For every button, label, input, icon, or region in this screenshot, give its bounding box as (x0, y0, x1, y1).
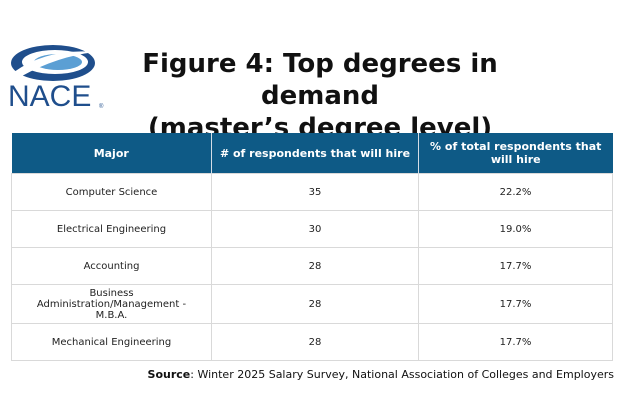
cell-percent: 22.2% (418, 173, 613, 211)
cell-major: Computer Science (11, 173, 212, 211)
cell-major: Business Administration/Management - M.B… (11, 284, 212, 324)
degrees-table: Major # of respondents that will hire % … (11, 133, 613, 361)
figure-title-line1: Figure 4: Top degrees in demand (142, 49, 498, 111)
table-row: Computer Science 35 22.2% (11, 173, 613, 211)
cell-major: Mechanical Engineering (11, 323, 212, 361)
source-label: Source (147, 368, 191, 381)
cell-percent: 17.7% (418, 247, 613, 285)
column-header-percent: % of total respondents that will hire (418, 133, 613, 174)
column-header-respondents: # of respondents that will hire (211, 133, 419, 174)
table-row: Business Administration/Management - M.B… (11, 284, 613, 324)
table-row: Accounting 28 17.7% (11, 247, 613, 285)
cell-respondents: 28 (211, 247, 419, 285)
cell-respondents: 35 (211, 173, 419, 211)
cell-respondents: 28 (211, 323, 419, 361)
cell-percent: 17.7% (418, 284, 613, 324)
nace-logo-swoosh-icon (11, 45, 96, 81)
cell-respondents: 28 (211, 284, 419, 324)
registered-mark: ® (99, 104, 104, 110)
cell-respondents: 30 (211, 210, 419, 248)
figure-title: Figure 4: Top degrees in demand (master’… (96, 48, 544, 144)
source-text: : Winter 2025 Salary Survey, National As… (190, 368, 614, 381)
column-header-major: Major (11, 133, 212, 174)
degrees-table-container: Major # of respondents that will hire % … (11, 133, 613, 361)
cell-percent: 19.0% (418, 210, 613, 248)
nace-logo-text: NACE (8, 80, 92, 113)
cell-major: Electrical Engineering (11, 210, 212, 248)
nace-logo: NACE ® (6, 42, 106, 116)
source-note: Source: Winter 2025 Salary Survey, Natio… (148, 368, 614, 381)
cell-major: Accounting (11, 247, 212, 285)
cell-percent: 17.7% (418, 323, 613, 361)
table-header-row: Major # of respondents that will hire % … (11, 133, 613, 174)
table-row: Electrical Engineering 30 19.0% (11, 210, 613, 248)
table-row: Mechanical Engineering 28 17.7% (11, 323, 613, 361)
